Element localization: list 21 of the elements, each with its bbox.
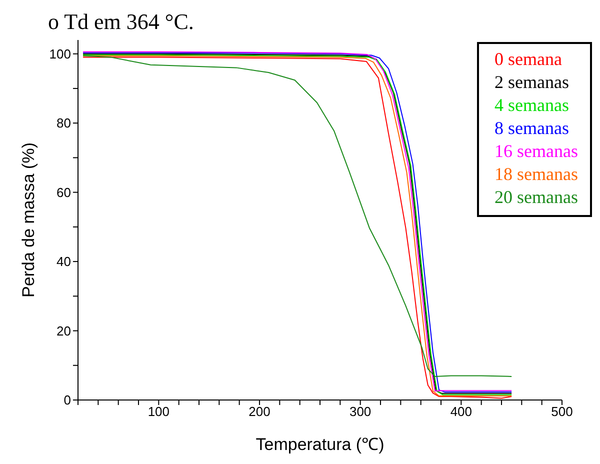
text: 18 semanas [494, 163, 578, 186]
text: 2 semanas [494, 71, 570, 94]
y-tick-label: 60 [56, 184, 71, 200]
y-tick-label: 0 [64, 392, 71, 408]
text: 4 semanas [494, 94, 570, 117]
text: o Td em 364 °C. [47, 8, 195, 36]
x-tick-label: 300 [349, 404, 372, 420]
y-tick-label: 40 [56, 254, 71, 270]
text: 16 semanas [494, 140, 578, 163]
y-tick-label: 20 [56, 323, 71, 338]
x-tick-label: 200 [248, 404, 270, 420]
text: 0 semana [494, 48, 563, 71]
x-tick-label: 100 [148, 404, 170, 420]
x-axis-title: Temperatura (℃) [256, 435, 384, 454]
y-tick-label: 80 [56, 116, 71, 131]
y-axis-title: Perda de massa (%) [19, 142, 38, 298]
x-tick-label: 500 [551, 404, 573, 420]
x-tick-label: 400 [450, 404, 472, 420]
text: 8 semanas [494, 117, 570, 140]
y-tick-label: 100 [49, 46, 71, 62]
text: 20 semanas [494, 186, 578, 209]
